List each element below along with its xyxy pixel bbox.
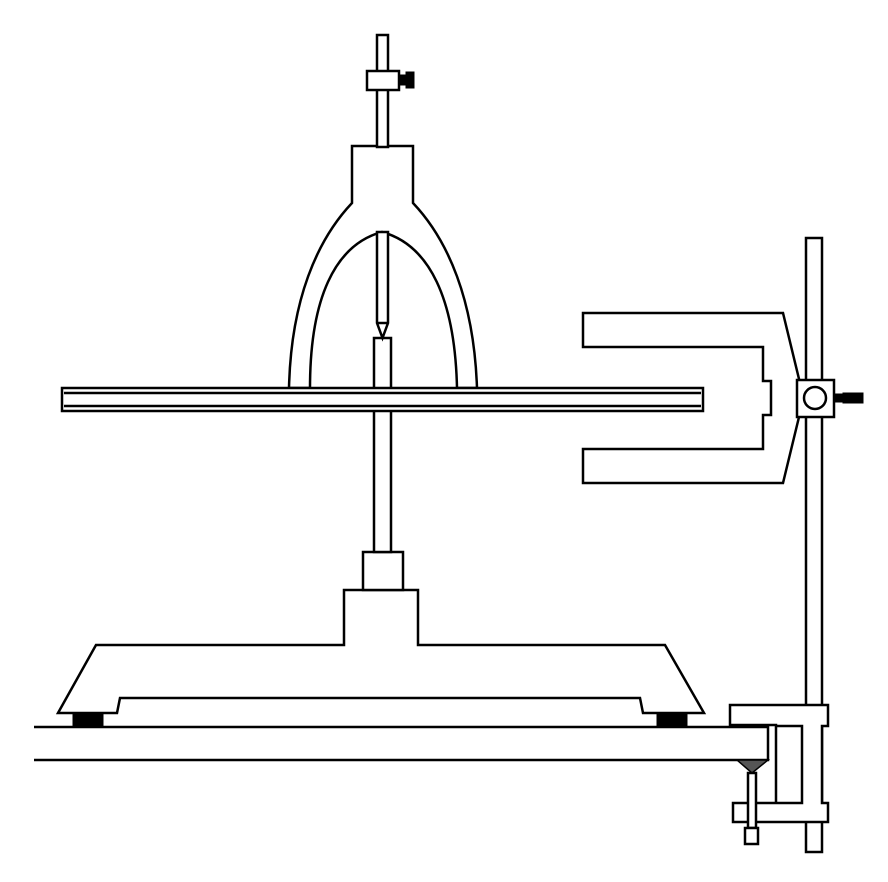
table-c-clamp xyxy=(728,703,830,824)
c-clamp-screw-tip xyxy=(734,759,771,774)
pointer-needle xyxy=(375,230,390,342)
boss-thumb-screw-head xyxy=(842,392,864,404)
base-stand xyxy=(55,588,707,715)
pivot-support-post xyxy=(372,336,393,554)
c-clamp-screw-handle xyxy=(743,826,760,846)
rubber-foot-right xyxy=(656,712,688,727)
rubber-foot-left xyxy=(72,712,104,727)
c-clamp-screw xyxy=(746,771,758,830)
boss-knob-icon xyxy=(802,385,828,411)
post-collar xyxy=(361,550,405,592)
horizontal-bar-magnet xyxy=(60,386,705,413)
clamp-thumb-screw-head xyxy=(405,71,415,89)
rod-clamp-collar xyxy=(365,69,401,92)
table-top xyxy=(34,725,770,762)
